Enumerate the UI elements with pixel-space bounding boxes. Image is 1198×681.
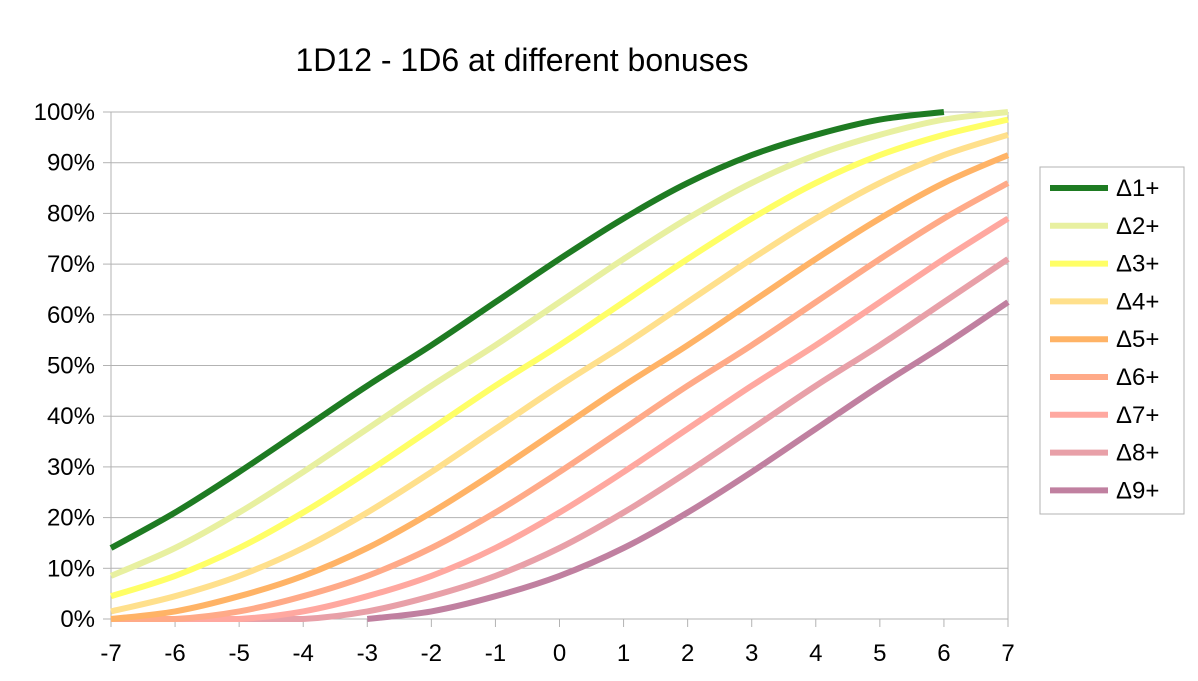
- y-tick-label: 40%: [47, 403, 95, 430]
- legend-label: Δ1+: [1116, 175, 1159, 202]
- legend-label: Δ6+: [1116, 364, 1159, 391]
- x-axis-ticks: -7 -6 -5 -4 -3 -2 -1 0 1 2 3 4 5 6 7: [100, 619, 1015, 667]
- legend-label: Δ4+: [1116, 288, 1159, 315]
- legend-label: Δ7+: [1116, 402, 1159, 429]
- legend-label: Δ8+: [1116, 440, 1159, 467]
- x-tick-label: -2: [421, 640, 442, 667]
- series-line-8: [111, 256, 1010, 622]
- x-tick-label: 0: [553, 640, 566, 667]
- series-lines: [109, 109, 1010, 622]
- series-line-2: [109, 109, 1009, 579]
- legend: Δ1+ Δ2+ Δ3+ Δ4+ Δ5+ Δ6+ Δ7+ Δ8+ Δ9+: [1039, 166, 1185, 515]
- x-tick-label: 7: [1001, 640, 1014, 667]
- chart-title: 1D12 - 1D6 at different bonuses: [295, 42, 748, 78]
- series-line-4: [110, 131, 1009, 615]
- y-tick-label: 70%: [47, 251, 95, 278]
- series-line-7: [111, 215, 1010, 622]
- x-tick-label: -3: [357, 640, 378, 667]
- legend-label: Δ5+: [1116, 326, 1159, 353]
- x-tick-label: 4: [809, 640, 822, 667]
- y-tick-label: 30%: [47, 454, 95, 481]
- series-line-6: [111, 180, 1010, 622]
- y-tick-label: 10%: [47, 555, 95, 582]
- series-line-3: [110, 116, 1009, 600]
- x-tick-label: -6: [164, 640, 185, 667]
- legend-label: Δ9+: [1116, 477, 1159, 504]
- series-line-1: [109, 109, 945, 551]
- x-tick-label: 1: [617, 640, 630, 667]
- x-tick-label: 6: [937, 640, 950, 667]
- series-line-5: [110, 152, 1010, 622]
- series-line-9: [366, 299, 1010, 622]
- x-tick-label: 5: [873, 640, 886, 667]
- x-tick-label: 2: [681, 640, 694, 667]
- y-tick-label: 60%: [47, 302, 95, 329]
- x-tick-label: -4: [293, 640, 314, 667]
- x-tick-label: -7: [100, 640, 121, 667]
- y-axis-ticks: 0% 10% 20% 30% 40% 50% 60% 70% 80% 90% 100%: [34, 99, 111, 633]
- x-tick-label: 3: [745, 640, 758, 667]
- legend-label: Δ2+: [1116, 213, 1159, 240]
- y-tick-label: 20%: [47, 505, 95, 532]
- y-tick-label: 90%: [47, 150, 95, 177]
- y-tick-label: 100%: [34, 99, 95, 126]
- legend-label: Δ3+: [1116, 251, 1159, 278]
- x-tick-label: -1: [485, 640, 506, 667]
- y-tick-label: 50%: [47, 353, 95, 380]
- y-tick-label: 0%: [60, 606, 95, 633]
- y-tick-label: 80%: [47, 200, 95, 227]
- x-tick-label: -5: [228, 640, 249, 667]
